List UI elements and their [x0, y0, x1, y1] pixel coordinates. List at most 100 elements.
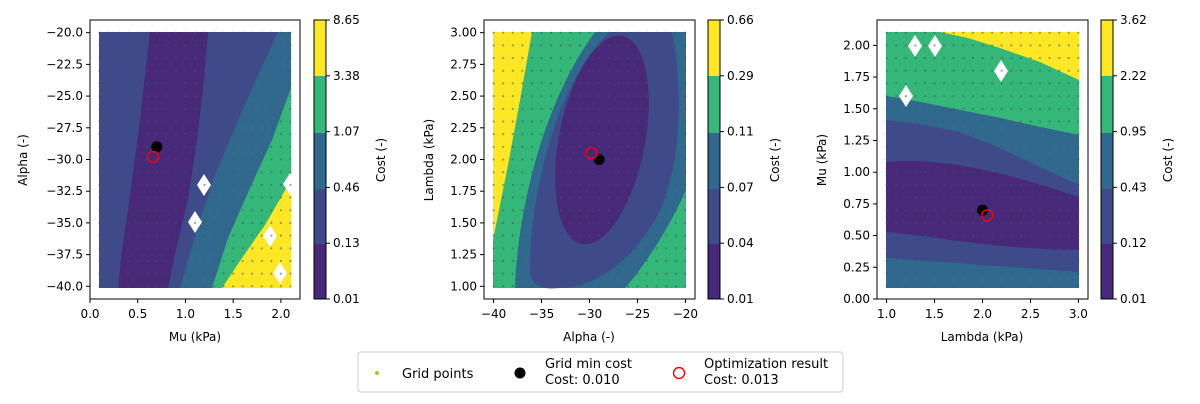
grid-point — [146, 221, 149, 224]
grid-point — [923, 196, 927, 199]
grid-point — [1067, 196, 1070, 199]
grid-point — [655, 272, 658, 275]
grid-point — [502, 56, 505, 60]
grid-point — [289, 31, 292, 34]
grid-point — [933, 221, 936, 224]
grid-point — [108, 44, 111, 47]
grid-point — [684, 44, 687, 47]
grid-point — [1029, 234, 1032, 237]
grid-point — [270, 31, 273, 34]
grid-point — [521, 234, 524, 237]
grid-point — [213, 259, 216, 263]
missing-cell — [263, 225, 277, 247]
grid-point — [617, 221, 620, 224]
grid-point — [203, 209, 206, 212]
grid-point — [943, 259, 946, 263]
grid-point — [588, 196, 591, 199]
grid-point — [569, 133, 572, 136]
grid-point — [923, 247, 927, 250]
grid-point — [165, 171, 168, 174]
grid-point — [1019, 272, 1023, 275]
grid-point — [943, 145, 946, 148]
grid-point — [981, 82, 984, 85]
grid-point — [991, 285, 994, 288]
grid-point — [904, 44, 907, 47]
grid-point — [193, 95, 197, 98]
grid-point — [289, 120, 292, 123]
grid-point — [165, 247, 168, 250]
grid-point — [270, 171, 273, 174]
grid-point — [270, 69, 273, 72]
grid-point — [1010, 107, 1013, 110]
grid-point — [502, 44, 505, 47]
grid-point — [241, 259, 244, 263]
grid-point — [1010, 44, 1013, 47]
grid-point — [952, 56, 955, 60]
grid-point — [270, 209, 273, 212]
grid-point — [540, 158, 543, 161]
grid-point — [165, 82, 168, 85]
grid-point — [98, 31, 101, 34]
grid-point — [241, 285, 244, 288]
grid-point — [962, 95, 965, 98]
grid-point — [991, 107, 994, 110]
panel-alpha-lambda: −40 −35 −30 −25 −20 3.00 2.75 2.50 2.25 2.00 1.75… — [422, 13, 782, 344]
grid-point — [270, 221, 273, 224]
grid-point — [550, 133, 553, 136]
grid-point — [943, 31, 946, 34]
grid-point — [184, 145, 187, 148]
grid-point — [1029, 183, 1032, 186]
grid-point — [952, 158, 955, 161]
grid-point — [569, 158, 572, 161]
x-tick-label: 0.5 — [128, 307, 147, 321]
grid-point — [578, 234, 582, 237]
grid-point — [540, 95, 543, 98]
grid-point — [655, 145, 658, 148]
grid-point — [251, 31, 254, 34]
colorbar-tick-label: 0.46 — [333, 180, 360, 194]
grid-point — [962, 285, 965, 288]
grid-point — [1029, 158, 1032, 161]
grid-point — [895, 259, 898, 263]
grid-point — [962, 158, 965, 161]
grid-point — [222, 234, 225, 237]
grid-point — [1019, 31, 1023, 34]
grid-point — [1077, 272, 1080, 275]
grid-point — [184, 95, 187, 98]
grid-point — [645, 44, 649, 47]
grid-point — [540, 247, 543, 250]
grid-point — [636, 272, 639, 275]
grid-point — [155, 247, 158, 250]
grid-point — [241, 69, 244, 72]
grid-point — [98, 44, 101, 47]
grid-point — [98, 69, 101, 72]
grid-point — [289, 259, 292, 263]
grid-point — [607, 209, 610, 212]
grid-point — [174, 95, 177, 98]
grid-point — [1000, 69, 1003, 72]
grid-point — [1000, 259, 1003, 263]
grid-point — [1019, 120, 1023, 123]
grid-point — [98, 82, 101, 85]
grid-point — [260, 69, 263, 72]
grid-point — [962, 69, 965, 72]
grid-point — [1058, 171, 1061, 174]
grid-point — [636, 69, 639, 72]
grid-point — [530, 221, 534, 224]
grid-point — [923, 69, 927, 72]
grid-point — [885, 272, 888, 275]
y-tick-label: 0.00 — [843, 292, 870, 306]
grid-point — [550, 145, 553, 148]
grid-point — [607, 31, 610, 34]
grid-point — [232, 183, 235, 186]
grid-point — [1077, 120, 1080, 123]
x-tick-label: 2.5 — [1021, 307, 1040, 321]
grid-point — [569, 196, 572, 199]
grid-point — [511, 171, 514, 174]
y-tick-label: 1.25 — [450, 248, 477, 262]
grid-point — [636, 145, 639, 148]
grid-point — [213, 209, 216, 212]
grid-point — [607, 120, 610, 123]
grid-point — [502, 158, 505, 161]
grid-point — [1038, 82, 1042, 85]
